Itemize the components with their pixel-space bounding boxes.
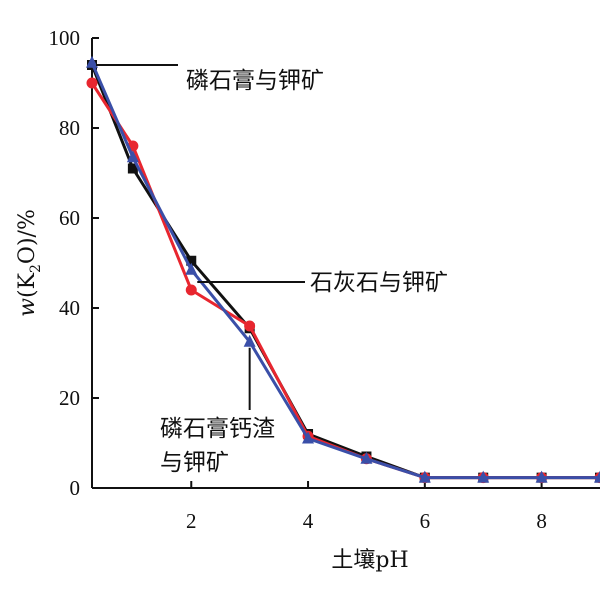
annotation-label: 磷石膏与钾矿 bbox=[186, 68, 324, 94]
data-point bbox=[126, 150, 139, 163]
data-point bbox=[535, 470, 548, 483]
y-tick-label: 60 bbox=[59, 206, 80, 230]
annotation-label: 磷石膏钙渣 bbox=[160, 416, 275, 442]
x-axis-title: 土壤pH bbox=[331, 548, 408, 573]
data-point bbox=[127, 163, 138, 174]
annotation-label: 石灰石与钾矿 bbox=[310, 270, 448, 296]
data-point bbox=[86, 77, 98, 89]
series-3 bbox=[86, 55, 600, 483]
y-tick-label: 40 bbox=[59, 296, 80, 320]
data-point bbox=[360, 451, 373, 464]
y-tick-label: 80 bbox=[59, 116, 80, 140]
data-point bbox=[477, 470, 490, 483]
y-tick-label: 100 bbox=[49, 26, 81, 50]
x-tick-label: 2 bbox=[186, 509, 197, 533]
x-tick-label: 6 bbox=[420, 509, 431, 533]
data-point bbox=[185, 262, 198, 275]
data-point bbox=[186, 255, 197, 266]
data-point bbox=[86, 55, 98, 68]
x-tick-label: 4 bbox=[303, 509, 314, 533]
y-tick-label: 0 bbox=[70, 476, 81, 500]
data-point bbox=[244, 320, 256, 332]
axes bbox=[91, 38, 600, 489]
x-tick-label: 8 bbox=[536, 509, 547, 533]
data-point bbox=[302, 431, 315, 444]
data-point bbox=[418, 470, 431, 483]
series-line bbox=[90, 62, 600, 480]
y-tick-label: 20 bbox=[59, 386, 80, 410]
data-point bbox=[243, 334, 256, 347]
y-axis-title: w(K2O)/% bbox=[15, 209, 44, 317]
data-point bbox=[594, 470, 600, 483]
data-point bbox=[185, 284, 197, 296]
series-layer bbox=[86, 55, 600, 484]
annotation-label: 与钾矿 bbox=[160, 450, 229, 476]
y-axis-ticks: 0 20 40 60 80 100 bbox=[49, 26, 99, 500]
